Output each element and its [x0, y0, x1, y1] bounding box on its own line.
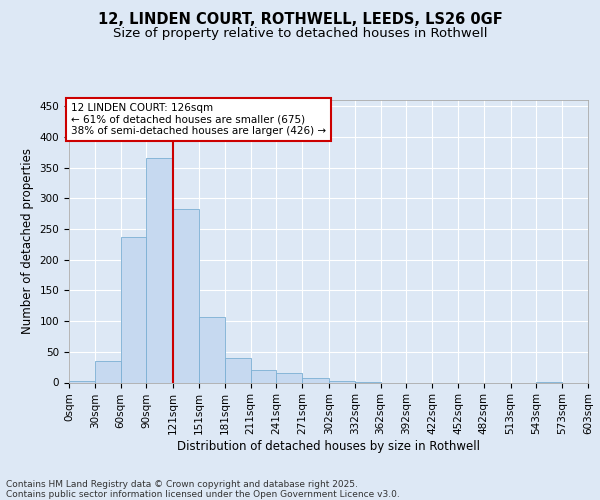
Y-axis label: Number of detached properties: Number of detached properties — [21, 148, 34, 334]
Bar — [121, 237, 146, 382]
Bar — [277, 374, 302, 382]
Bar — [302, 378, 329, 382]
Bar — [95, 361, 121, 382]
Text: Contains HM Land Registry data © Crown copyright and database right 2025.: Contains HM Land Registry data © Crown c… — [6, 480, 358, 489]
Text: 12, LINDEN COURT, ROTHWELL, LEEDS, LS26 0GF: 12, LINDEN COURT, ROTHWELL, LEEDS, LS26 … — [98, 12, 502, 28]
Bar — [199, 318, 225, 382]
Bar — [146, 158, 173, 382]
Bar — [173, 210, 199, 382]
Bar — [225, 358, 251, 382]
X-axis label: Distribution of detached houses by size in Rothwell: Distribution of detached houses by size … — [177, 440, 480, 453]
Bar — [251, 370, 277, 382]
Text: 12 LINDEN COURT: 126sqm
← 61% of detached houses are smaller (675)
38% of semi-d: 12 LINDEN COURT: 126sqm ← 61% of detache… — [71, 103, 326, 136]
Text: Contains public sector information licensed under the Open Government Licence v3: Contains public sector information licen… — [6, 490, 400, 499]
Text: Size of property relative to detached houses in Rothwell: Size of property relative to detached ho… — [113, 28, 487, 40]
Bar — [69, 380, 95, 382]
